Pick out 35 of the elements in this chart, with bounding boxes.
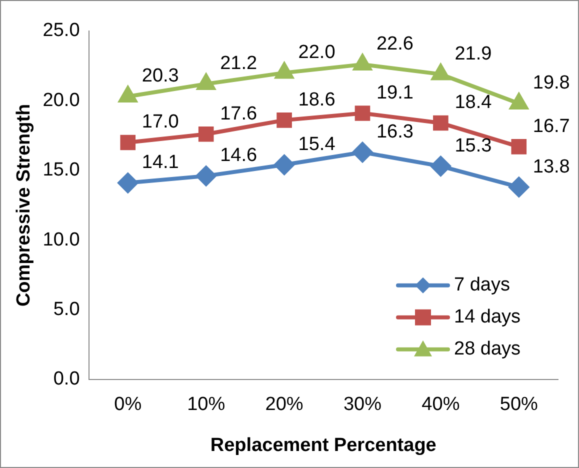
data-label: 17.0 bbox=[142, 112, 179, 133]
data-label: 14.1 bbox=[142, 152, 179, 174]
y-tick-label: 0.0 bbox=[53, 368, 80, 390]
data-label: 16.7 bbox=[532, 116, 570, 137]
x-tick-label: 40% bbox=[422, 394, 460, 416]
legend-label: 7 days bbox=[454, 274, 510, 296]
y-tick-label: 15.0 bbox=[42, 160, 80, 181]
legend-label: 28 days bbox=[454, 338, 521, 360]
x-tick-label: 0% bbox=[114, 394, 142, 416]
data-label: 19.8 bbox=[532, 72, 570, 94]
data-label: 18.6 bbox=[298, 89, 336, 110]
data-label: 17.6 bbox=[220, 103, 258, 124]
data-label: 14.6 bbox=[220, 145, 258, 166]
data-label: 15.3 bbox=[454, 135, 492, 156]
x-tick-label: 30% bbox=[343, 394, 382, 416]
data-label: 18.4 bbox=[454, 92, 492, 114]
data-label: 21.2 bbox=[220, 53, 258, 74]
data-label: 21.9 bbox=[454, 43, 492, 64]
data-label: 13.8 bbox=[532, 156, 570, 178]
y-tick-label: 20.0 bbox=[42, 90, 80, 111]
x-tick-label: 50% bbox=[500, 394, 538, 416]
data-label: 15.4 bbox=[298, 134, 336, 156]
y-tick-label: 5.0 bbox=[53, 298, 80, 320]
data-label: 22.0 bbox=[298, 42, 336, 64]
y-axis-title: Compressive Strength bbox=[14, 104, 35, 307]
data-label: 20.3 bbox=[142, 66, 179, 87]
x-tick-label: 10% bbox=[187, 394, 226, 416]
legend-label: 14 days bbox=[454, 306, 521, 328]
x-axis-title: Replacement Percentage bbox=[210, 434, 436, 456]
data-label: 19.1 bbox=[376, 82, 414, 104]
data-label: 16.3 bbox=[376, 121, 414, 142]
y-tick-label: 10.0 bbox=[42, 229, 80, 250]
data-label: 22.6 bbox=[376, 34, 414, 55]
y-tick-label: 25.0 bbox=[42, 20, 80, 42]
x-tick-label: 20% bbox=[265, 394, 304, 416]
